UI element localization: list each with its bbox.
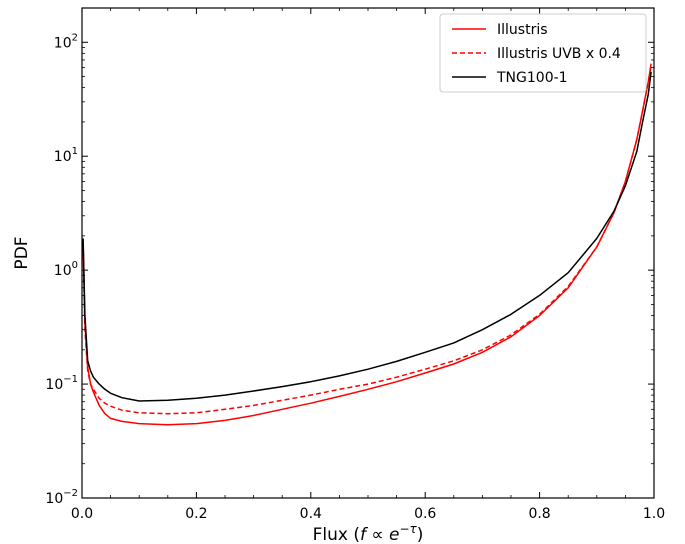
- x-tick-label: 0.8: [528, 506, 550, 522]
- legend: Illustris Illustris UVB x 0.4 TNG100-1: [439, 13, 647, 93]
- ticks-layer: 0.0 0.2 0.4 0.6 0.8 1.0 10−2 10−1 100 101 102: [45, 7, 665, 522]
- legend-label-tng100: TNG100-1: [496, 70, 568, 86]
- legend-label-illustris-uvb: Illustris UVB x 0.4: [497, 46, 621, 62]
- x-tick-label: 1.0: [643, 506, 665, 522]
- x-tick-label: 0.2: [185, 506, 207, 522]
- y-tick-label: 10−2: [45, 488, 78, 507]
- x-tick-label: 0.6: [414, 506, 436, 522]
- x-tick-label: 0.0: [71, 506, 93, 522]
- y-tick-label: 102: [54, 32, 78, 51]
- series-line-2: [82, 71, 652, 402]
- y-tick-label: 101: [54, 146, 78, 165]
- legend-label-illustris: Illustris: [497, 22, 548, 38]
- series-layer: [82, 63, 652, 426]
- series-line-1: [82, 65, 652, 415]
- y-tick-label: 10−1: [45, 374, 78, 393]
- x-axis-label: Flux (f ∝ e−τ): [313, 522, 424, 544]
- plot-frame: [81, 7, 655, 499]
- x-tick-label: 0.4: [300, 506, 322, 522]
- y-axis-label: PDF: [12, 236, 32, 269]
- legend-box: [439, 13, 647, 93]
- y-tick-label: 100: [54, 260, 78, 279]
